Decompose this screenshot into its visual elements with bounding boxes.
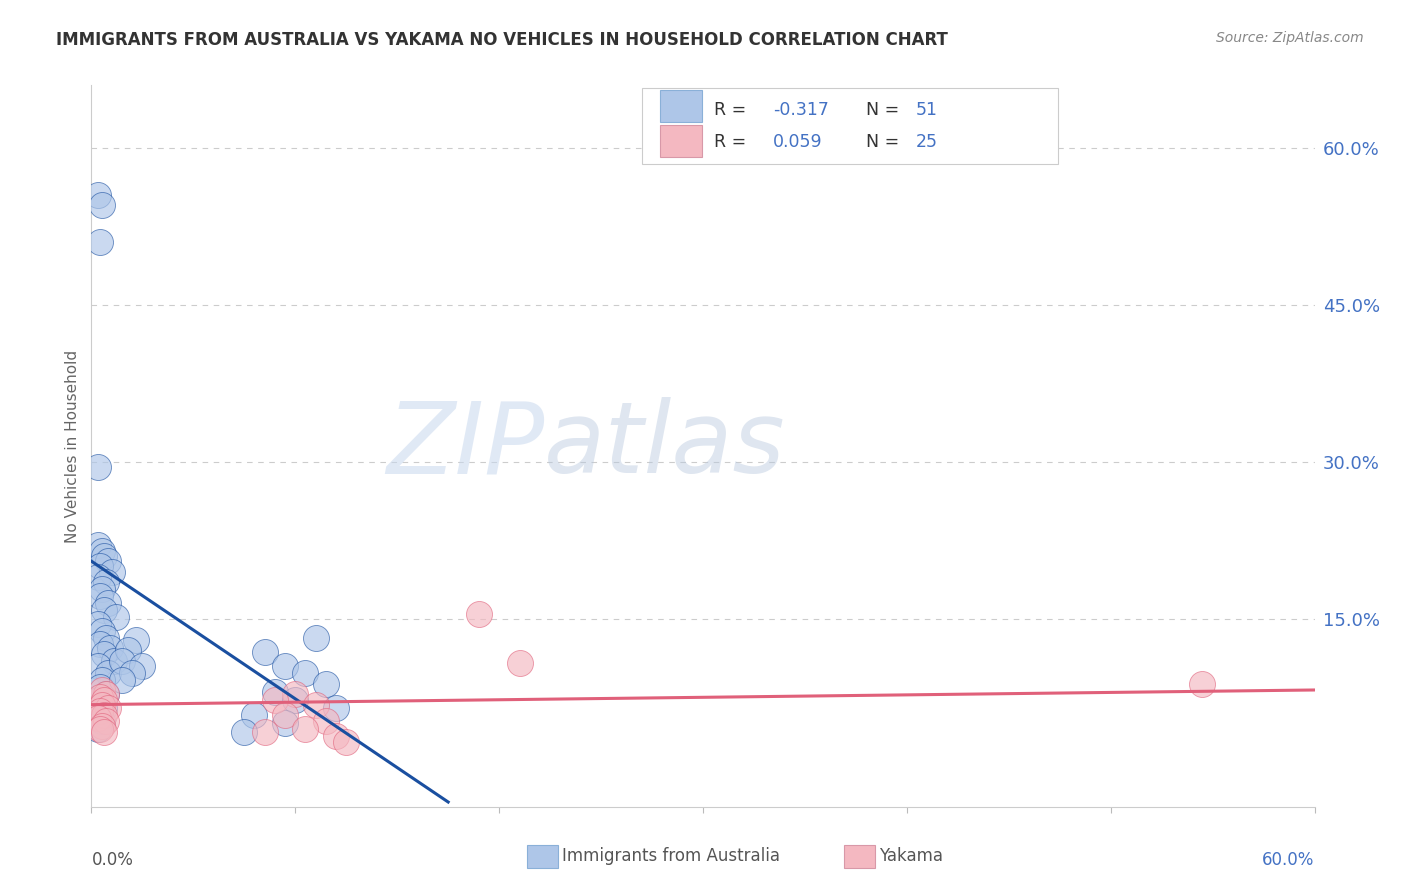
Point [90,718,112,732]
Point [94,714,117,729]
Text: 0.0%: 0.0% [91,851,134,869]
Point [86,459,108,474]
Point [97,700,120,714]
Point [93,724,115,739]
FancyBboxPatch shape [661,90,702,122]
Point [86,617,108,632]
Point [89,680,111,694]
Point [274,708,297,723]
Point [93,648,115,662]
Point [90,624,112,639]
Point [90,683,112,698]
Point [284,687,307,701]
Point [90,714,112,729]
Point [93,603,115,617]
Point [294,666,316,681]
Point [131,659,153,673]
Point [90,673,112,687]
Point [97,596,120,610]
FancyBboxPatch shape [643,88,1057,164]
Point [98,641,121,656]
Point [101,565,124,579]
Text: R =: R = [714,133,752,151]
Text: IMMIGRANTS FROM AUSTRALIA VS YAKAMA NO VEHICLES IN HOUSEHOLD CORRELATION CHART: IMMIGRANTS FROM AUSTRALIA VS YAKAMA NO V… [56,31,948,49]
Text: Immigrants from Australia: Immigrants from Australia [562,847,780,865]
Text: 60.0%: 60.0% [1263,851,1315,869]
Point [304,698,326,712]
Point [89,690,111,705]
Point [284,693,307,707]
Point [89,704,111,718]
Point [1191,676,1213,690]
Text: ZIP: ZIP [385,398,544,494]
Point [90,543,112,558]
Point [243,708,266,723]
Text: Yakama: Yakama [879,847,943,865]
Point [94,631,117,645]
Point [93,700,115,714]
Point [104,609,127,624]
Point [264,693,287,707]
Point [86,539,108,553]
Point [90,198,112,212]
Point [125,632,148,647]
Point [304,631,326,645]
Point [90,698,112,712]
Text: Source: ZipAtlas.com: Source: ZipAtlas.com [1216,31,1364,45]
Point [86,711,108,725]
Point [94,687,117,701]
Point [335,735,357,749]
Point [253,724,276,739]
Text: atlas: atlas [544,398,786,494]
Point [103,654,125,668]
Point [325,700,347,714]
Point [111,673,134,687]
Point [94,687,117,701]
Text: -0.317: -0.317 [773,102,828,120]
Text: 25: 25 [915,133,938,151]
Point [325,729,347,743]
Point [89,589,111,603]
FancyBboxPatch shape [661,126,702,157]
Point [117,643,139,657]
Point [89,708,111,723]
Point [315,676,337,690]
Point [97,666,120,681]
Y-axis label: No Vehicles in Household: No Vehicles in Household [65,350,80,542]
Point [93,708,115,723]
Point [294,722,316,736]
Point [315,714,337,729]
Text: N =: N = [855,133,904,151]
Point [86,693,108,707]
Text: R =: R = [714,102,752,120]
Point [86,187,108,202]
Point [86,659,108,673]
Point [93,693,115,707]
Point [233,724,256,739]
Point [89,559,111,574]
Point [111,654,134,668]
Text: 51: 51 [915,102,938,120]
Point [89,637,111,651]
Point [264,685,287,699]
Point [121,666,143,681]
Point [89,722,111,736]
Point [509,656,531,670]
Point [86,570,108,584]
Point [89,235,111,249]
Point [90,582,112,597]
Point [467,607,491,621]
Text: 0.059: 0.059 [773,133,823,151]
Point [93,549,115,563]
Point [274,659,297,673]
Point [253,645,276,659]
Point [97,554,120,568]
Point [86,722,108,736]
Text: N =: N = [855,102,904,120]
Point [274,716,297,731]
Point [94,575,117,590]
